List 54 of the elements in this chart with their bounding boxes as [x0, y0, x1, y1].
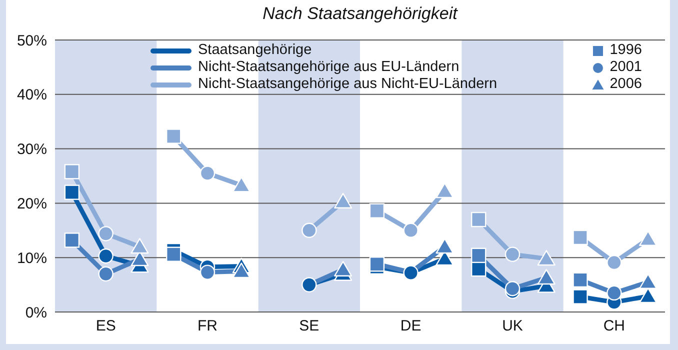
y-tick-label: 40%	[16, 86, 47, 104]
point	[471, 212, 486, 228]
point	[302, 222, 317, 238]
point	[537, 250, 556, 266]
legend-label: Staatsangehörige	[198, 42, 312, 59]
x-tick-label: ES	[96, 318, 116, 335]
point	[436, 238, 454, 254]
point	[572, 230, 588, 246]
point	[639, 273, 658, 289]
y-tick-label: 10%	[16, 250, 47, 267]
point	[471, 248, 486, 264]
legend-label: 1996	[610, 42, 642, 59]
point	[403, 265, 418, 280]
chart-title: Nach Staatsangehörigkeit	[262, 4, 459, 24]
point	[403, 222, 418, 238]
point	[166, 246, 182, 262]
x-tick-label: CH	[603, 318, 626, 335]
point	[200, 166, 216, 181]
point	[98, 226, 114, 242]
point	[98, 266, 114, 282]
x-tick-label: DE	[400, 318, 422, 335]
point	[606, 254, 622, 270]
point	[334, 192, 352, 208]
y-tick-label: 20%	[16, 196, 47, 213]
point	[232, 176, 250, 192]
point	[98, 248, 114, 264]
point	[64, 164, 80, 180]
x-tick-label: SE	[299, 318, 320, 335]
point	[572, 289, 588, 304]
legend-label: Nicht-Staatsangehörige aus Nicht-EU-Ländern	[198, 76, 498, 93]
legend-label: 2006	[610, 76, 642, 93]
point	[166, 128, 182, 144]
x-tick-label: FR	[198, 318, 218, 335]
point	[436, 182, 454, 198]
point	[232, 262, 250, 278]
point	[504, 246, 520, 262]
y-tick-label: 30%	[16, 141, 47, 158]
point	[130, 238, 149, 254]
point	[369, 203, 385, 218]
point	[639, 288, 658, 304]
legend-label: 2001	[610, 59, 642, 76]
y-tick-label: 0%	[25, 304, 47, 322]
point	[334, 260, 352, 276]
legend-label: Nicht-Staatsangehörige aus EU-Ländern	[198, 59, 460, 76]
point	[64, 232, 80, 248]
point	[64, 184, 80, 200]
point	[572, 272, 588, 288]
point	[606, 285, 622, 301]
x-tick-label: UK	[502, 318, 523, 335]
point	[537, 269, 556, 285]
point	[200, 264, 216, 280]
point	[302, 277, 317, 292]
y-tick-label: 50%	[16, 32, 47, 50]
point	[639, 230, 658, 246]
